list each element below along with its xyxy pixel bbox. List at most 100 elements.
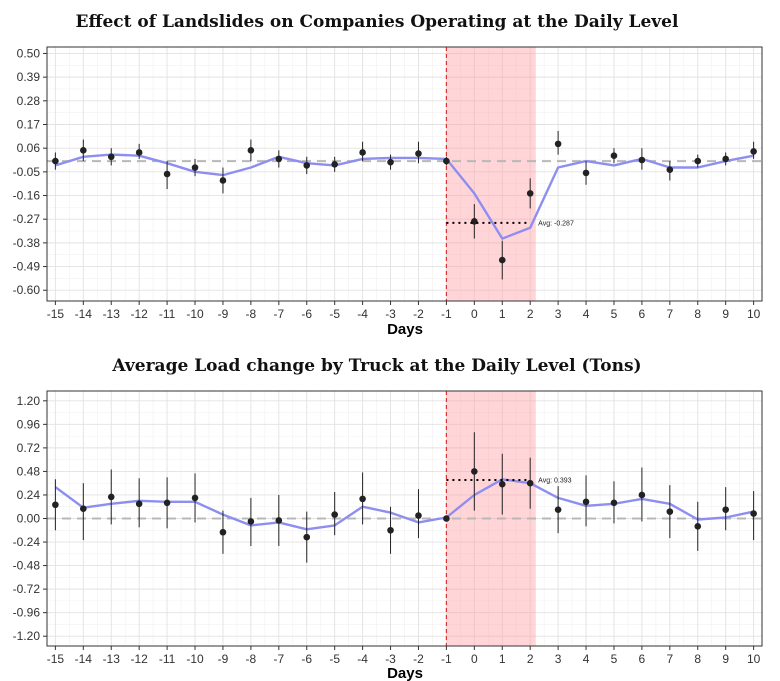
x-tick-label: -4 (357, 307, 368, 321)
x-tick-label: -3 (385, 652, 396, 666)
x-tick-label: 5 (611, 652, 618, 666)
y-tick-label: 0.39 (17, 70, 41, 84)
data-point (443, 515, 450, 522)
y-tick-label: -0.60 (13, 283, 41, 297)
x-tick-label: -7 (273, 652, 284, 666)
y-tick-label: 0.50 (17, 46, 41, 60)
data-point (52, 501, 59, 509)
data-point (415, 150, 422, 157)
data-point (163, 499, 171, 507)
data-point (80, 147, 87, 154)
data-point (638, 491, 646, 499)
data-point (359, 149, 366, 156)
plot-border (46, 46, 763, 302)
data-point (638, 156, 646, 164)
average-label: Avg: -0.287 (538, 220, 574, 227)
data-point (526, 190, 534, 197)
data-point (219, 528, 227, 536)
data-point (52, 157, 59, 165)
y-tick-label: 0.96 (17, 417, 41, 431)
data-point (331, 511, 338, 518)
x-tick-label: 0 (471, 652, 478, 666)
x-tick-label: 5 (611, 307, 618, 321)
x-axis-label: Days (387, 665, 423, 681)
x-tick-label: -8 (246, 652, 257, 666)
x-tick-label: -6 (301, 307, 312, 321)
data-point (694, 523, 702, 530)
y-tick-label: -0.27 (13, 212, 41, 226)
plot-area: Avg: -0.287 0.50 0.39 0.28 0.17 0.06 -0.05 -0.1… (13, 46, 763, 321)
x-tick-label: -3 (385, 307, 396, 321)
data-point (666, 166, 674, 173)
y-tick-label: -0.16 (13, 189, 41, 203)
x-tick-label: 3 (555, 652, 562, 666)
x-tick-label: 7 (666, 652, 673, 666)
x-tick-label: -2 (413, 652, 424, 666)
data-point (554, 506, 562, 513)
x-tick-label: 10 (747, 307, 761, 321)
x-tick-label: 6 (639, 307, 646, 321)
data-point (554, 140, 562, 148)
panel-companies-operating: Effect of Landslides on Companies Operat… (13, 12, 763, 338)
data-point (275, 517, 283, 524)
x-tick-label: -1 (441, 307, 452, 321)
x-tick-label: -12 (130, 652, 148, 666)
x-tick-label: -13 (103, 307, 121, 321)
data-point (275, 155, 283, 163)
y-tick-label: 0.28 (17, 94, 41, 108)
data-point (582, 498, 590, 506)
data-point (610, 499, 618, 507)
data-point (247, 518, 255, 525)
x-tick-label: -14 (75, 307, 93, 321)
y-tick-label: 0.06 (17, 141, 41, 155)
data-point (750, 148, 757, 155)
x-tick-label: -10 (186, 307, 204, 321)
average-label: Avg: 0.393 (538, 477, 571, 484)
x-tick-label: 4 (583, 652, 590, 666)
data-point (443, 157, 450, 165)
x-tick-label: 10 (747, 652, 761, 666)
data-point (331, 161, 338, 168)
y-tick-label: -0.05 (13, 165, 41, 179)
x-tick-label: -14 (75, 652, 93, 666)
y-tick-label: 0.17 (17, 117, 41, 131)
data-point (163, 170, 171, 178)
x-tick-label: -11 (159, 652, 176, 666)
y-tick-label: -0.96 (13, 606, 41, 620)
data-point (191, 494, 199, 502)
data-point (107, 493, 115, 501)
x-tick-label: 8 (694, 652, 701, 666)
y-tick-label: -0.48 (13, 559, 41, 573)
x-tick-label: 8 (694, 307, 701, 321)
x-tick-label: 7 (666, 307, 673, 321)
data-point (498, 480, 506, 488)
x-tick-label: -15 (47, 652, 65, 666)
x-tick-label: -5 (329, 307, 340, 321)
chart-title: Effect of Landslides on Companies Operat… (76, 12, 679, 32)
data-point (694, 157, 702, 165)
data-point (722, 506, 729, 513)
x-tick-label: -13 (103, 652, 121, 666)
y-tick-label: 0.72 (17, 441, 41, 455)
panel-average-load: Average Load change by Truck at the Dail… (13, 356, 763, 681)
x-tick-label: -1 (441, 652, 452, 666)
x-tick-label: 1 (499, 652, 506, 666)
x-tick-label: -2 (413, 307, 424, 321)
data-point (666, 508, 674, 515)
x-tick-label: 2 (527, 652, 534, 666)
data-point (722, 155, 729, 163)
chart-title: Average Load change by Truck at the Dail… (111, 356, 641, 376)
y-tick-label: 0.00 (17, 512, 41, 526)
x-tick-label: -8 (246, 307, 257, 321)
data-point (610, 152, 618, 160)
x-tick-label: 9 (722, 652, 729, 666)
x-tick-label: 0 (471, 307, 478, 321)
y-tick-label: -0.24 (13, 535, 41, 549)
x-tick-label: 1 (499, 307, 506, 321)
fitted-line (55, 153, 754, 240)
x-tick-label: -9 (218, 307, 229, 321)
x-tick-label: -9 (218, 652, 229, 666)
data-point (387, 158, 394, 166)
x-tick-label: -12 (130, 307, 148, 321)
data-point (80, 505, 87, 512)
